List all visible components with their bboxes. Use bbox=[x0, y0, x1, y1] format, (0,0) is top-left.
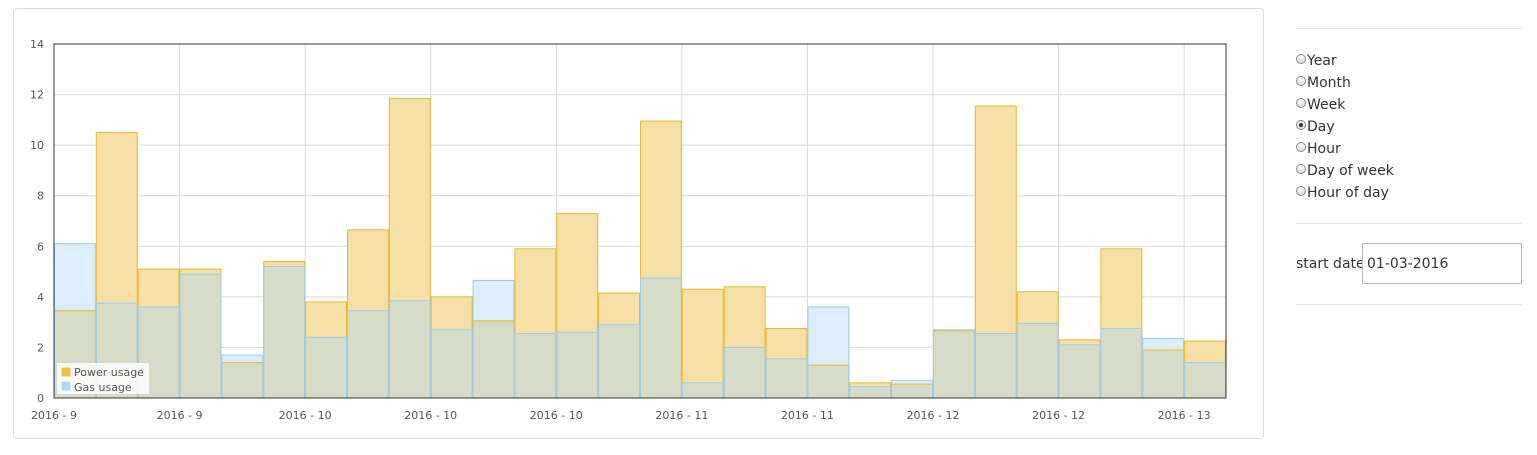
chart-panel: 0 2 4 6 8 10 12 14 2016 - 9 2016 - 9 2016 - 10 2016… bbox=[13, 8, 1264, 439]
start-date-label: start date bbox=[1296, 256, 1365, 272]
overlap-bar bbox=[807, 365, 849, 398]
radio-week-label: Week bbox=[1307, 97, 1345, 113]
radio-year[interactable]: Year bbox=[1296, 50, 1337, 72]
divider-top bbox=[1296, 28, 1522, 29]
y-tick-label: 0 bbox=[37, 392, 44, 405]
overlap-bar bbox=[473, 321, 515, 398]
overlap-bar bbox=[849, 387, 891, 398]
radio-hour[interactable]: Hour bbox=[1296, 138, 1341, 160]
overlap-bar bbox=[975, 334, 1017, 398]
radio-month-circle[interactable] bbox=[1296, 76, 1306, 86]
radio-day-circle[interactable] bbox=[1296, 120, 1306, 130]
divider-bottom bbox=[1296, 304, 1522, 305]
radio-hour-of-day[interactable]: Hour of day bbox=[1296, 182, 1389, 204]
x-tick-label: 2016 - 10 bbox=[530, 409, 583, 422]
usage-chart: 0 2 4 6 8 10 12 14 2016 - 9 2016 - 9 2016 - 10 2016… bbox=[14, 9, 1265, 440]
x-tick-label: 2016 - 13 bbox=[1158, 409, 1211, 422]
start-date-input[interactable] bbox=[1362, 243, 1522, 284]
divider-middle bbox=[1296, 223, 1522, 224]
radio-day-of-week[interactable]: Day of week bbox=[1296, 160, 1394, 182]
radio-day-label: Day bbox=[1307, 119, 1335, 135]
x-tick-label: 2016 - 11 bbox=[781, 409, 834, 422]
overlap-bar bbox=[724, 347, 766, 398]
overlap-bar bbox=[1100, 328, 1142, 398]
x-tick-label: 2016 - 11 bbox=[655, 409, 708, 422]
overlap-bar bbox=[891, 384, 933, 398]
overlap-bar bbox=[1142, 350, 1184, 398]
overlap-bar bbox=[933, 331, 975, 398]
x-tick-label: 2016 - 10 bbox=[279, 409, 332, 422]
radio-day[interactable]: Day bbox=[1296, 116, 1335, 138]
y-tick-label: 10 bbox=[30, 139, 44, 152]
overlap-bar bbox=[598, 325, 640, 398]
radio-hour-of-day-label: Hour of day bbox=[1307, 185, 1389, 201]
x-tick-label: 2016 - 10 bbox=[404, 409, 457, 422]
radio-month[interactable]: Month bbox=[1296, 72, 1351, 94]
overlap-bar bbox=[514, 334, 556, 398]
y-tick-label: 12 bbox=[30, 89, 44, 102]
overlap-bar bbox=[347, 311, 389, 398]
radio-year-circle[interactable] bbox=[1296, 54, 1306, 64]
y-tick-label: 14 bbox=[30, 38, 44, 51]
overlap-bar bbox=[766, 359, 808, 398]
legend-label-gas: Gas usage bbox=[74, 381, 132, 394]
overlap-bar bbox=[389, 301, 431, 398]
y-tick-label: 6 bbox=[37, 240, 44, 253]
overlap-bar bbox=[1017, 323, 1059, 398]
radio-hour-of-day-circle[interactable] bbox=[1296, 186, 1306, 196]
radio-month-label: Month bbox=[1307, 75, 1351, 91]
overlap-bar bbox=[640, 278, 682, 398]
radio-week[interactable]: Week bbox=[1296, 94, 1345, 116]
legend-swatch-gas bbox=[61, 381, 71, 391]
overlap-bar bbox=[305, 337, 347, 398]
radio-hour-label: Hour bbox=[1307, 141, 1341, 157]
y-tick-label: 2 bbox=[37, 341, 44, 354]
overlap-bar bbox=[221, 363, 263, 398]
overlap-bar bbox=[1184, 363, 1226, 398]
overlap-bar bbox=[682, 383, 724, 398]
radio-hour-circle[interactable] bbox=[1296, 142, 1306, 152]
overlap-bar bbox=[431, 330, 473, 398]
legend-swatch-power bbox=[61, 367, 71, 377]
x-tick-label: 2016 - 9 bbox=[31, 409, 77, 422]
x-tick-label: 2016 - 12 bbox=[907, 409, 960, 422]
power-bar bbox=[682, 289, 724, 398]
y-tick-label: 4 bbox=[37, 291, 44, 304]
overlap-bar bbox=[1059, 345, 1101, 398]
radio-day-of-week-label: Day of week bbox=[1307, 163, 1394, 179]
radio-year-label: Year bbox=[1307, 53, 1337, 69]
radio-day-of-week-circle[interactable] bbox=[1296, 164, 1306, 174]
overlap-bar bbox=[263, 267, 305, 398]
x-tick-label: 2016 - 12 bbox=[1032, 409, 1085, 422]
overlap-bar bbox=[180, 274, 222, 398]
radio-week-circle[interactable] bbox=[1296, 98, 1306, 108]
x-tick-label: 2016 - 9 bbox=[157, 409, 203, 422]
legend-label-power: Power usage bbox=[74, 366, 144, 379]
overlap-bar bbox=[556, 332, 598, 398]
y-tick-label: 8 bbox=[37, 190, 44, 203]
